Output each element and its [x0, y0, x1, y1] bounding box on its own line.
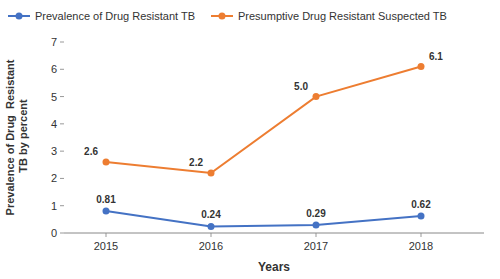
- y-axis-label: Prevalence of Drug Resistant TB by perce…: [4, 59, 29, 215]
- plot-area: [103, 63, 425, 230]
- point: [208, 169, 215, 176]
- series-line: [106, 211, 421, 227]
- point: [313, 93, 320, 100]
- data-label: 6.1: [429, 51, 443, 62]
- data-label: 0.62: [411, 199, 431, 210]
- data-label: 0.81: [96, 194, 116, 205]
- x-tick: [211, 233, 212, 237]
- x-tick-label: 2016: [199, 240, 223, 252]
- data-label: 2.6: [84, 146, 98, 157]
- x-tick: [316, 233, 317, 237]
- data-label: 5.0: [294, 81, 308, 92]
- x-tick: [421, 233, 422, 237]
- y-tick: [60, 205, 64, 206]
- x-tick-label: 2015: [94, 240, 118, 252]
- y-tick: [60, 42, 64, 43]
- chart: 0 1 2 3 4 5 6 7 2015 2016 2017 2018 Years Prevalence …: [0, 0, 500, 279]
- data-label: 0.24: [201, 209, 221, 220]
- y-tick-label: 7: [51, 36, 57, 48]
- y-axis-label-line: TB by percent: [17, 99, 29, 176]
- x-tick: [106, 233, 107, 237]
- point: [418, 213, 425, 220]
- point: [418, 63, 425, 70]
- legend-marker: [16, 13, 23, 20]
- y-tick-label: 5: [51, 91, 57, 103]
- data-label: 2.2: [189, 157, 203, 168]
- point: [208, 223, 215, 230]
- data-label: 0.29: [306, 208, 326, 219]
- point: [313, 222, 320, 229]
- y-tick-label: 1: [51, 200, 57, 212]
- legend-label: Prevalence of Drug Resistant TB: [35, 10, 195, 22]
- y-tick: [60, 69, 64, 70]
- y-tick-label: 0: [51, 227, 57, 239]
- y-tick-label: 3: [51, 145, 57, 157]
- y-tick-label: 2: [51, 172, 57, 184]
- x-tick-label: 2018: [409, 240, 433, 252]
- y-tick: [60, 178, 64, 179]
- series-line: [106, 67, 421, 173]
- y-axis-label-line: Prevalence of Drug Resistant: [4, 59, 16, 215]
- legend: Prevalence of Drug Resistant TB Presumpti…: [8, 10, 447, 22]
- y-tick: [60, 151, 64, 152]
- y-tick-label: 6: [51, 63, 57, 75]
- x-axis-label: Years: [258, 260, 290, 274]
- legend-label: Presumptive Drug Resistant Suspected TB: [238, 10, 447, 22]
- x-tick-label: 2017: [304, 240, 328, 252]
- point: [103, 207, 110, 214]
- y-tick-label: 4: [51, 118, 57, 130]
- y-tick: [60, 96, 64, 97]
- x-axis-line: [64, 233, 484, 234]
- y-tick: [60, 233, 64, 234]
- point: [103, 159, 110, 166]
- legend-marker: [218, 13, 225, 20]
- y-tick: [60, 123, 64, 124]
